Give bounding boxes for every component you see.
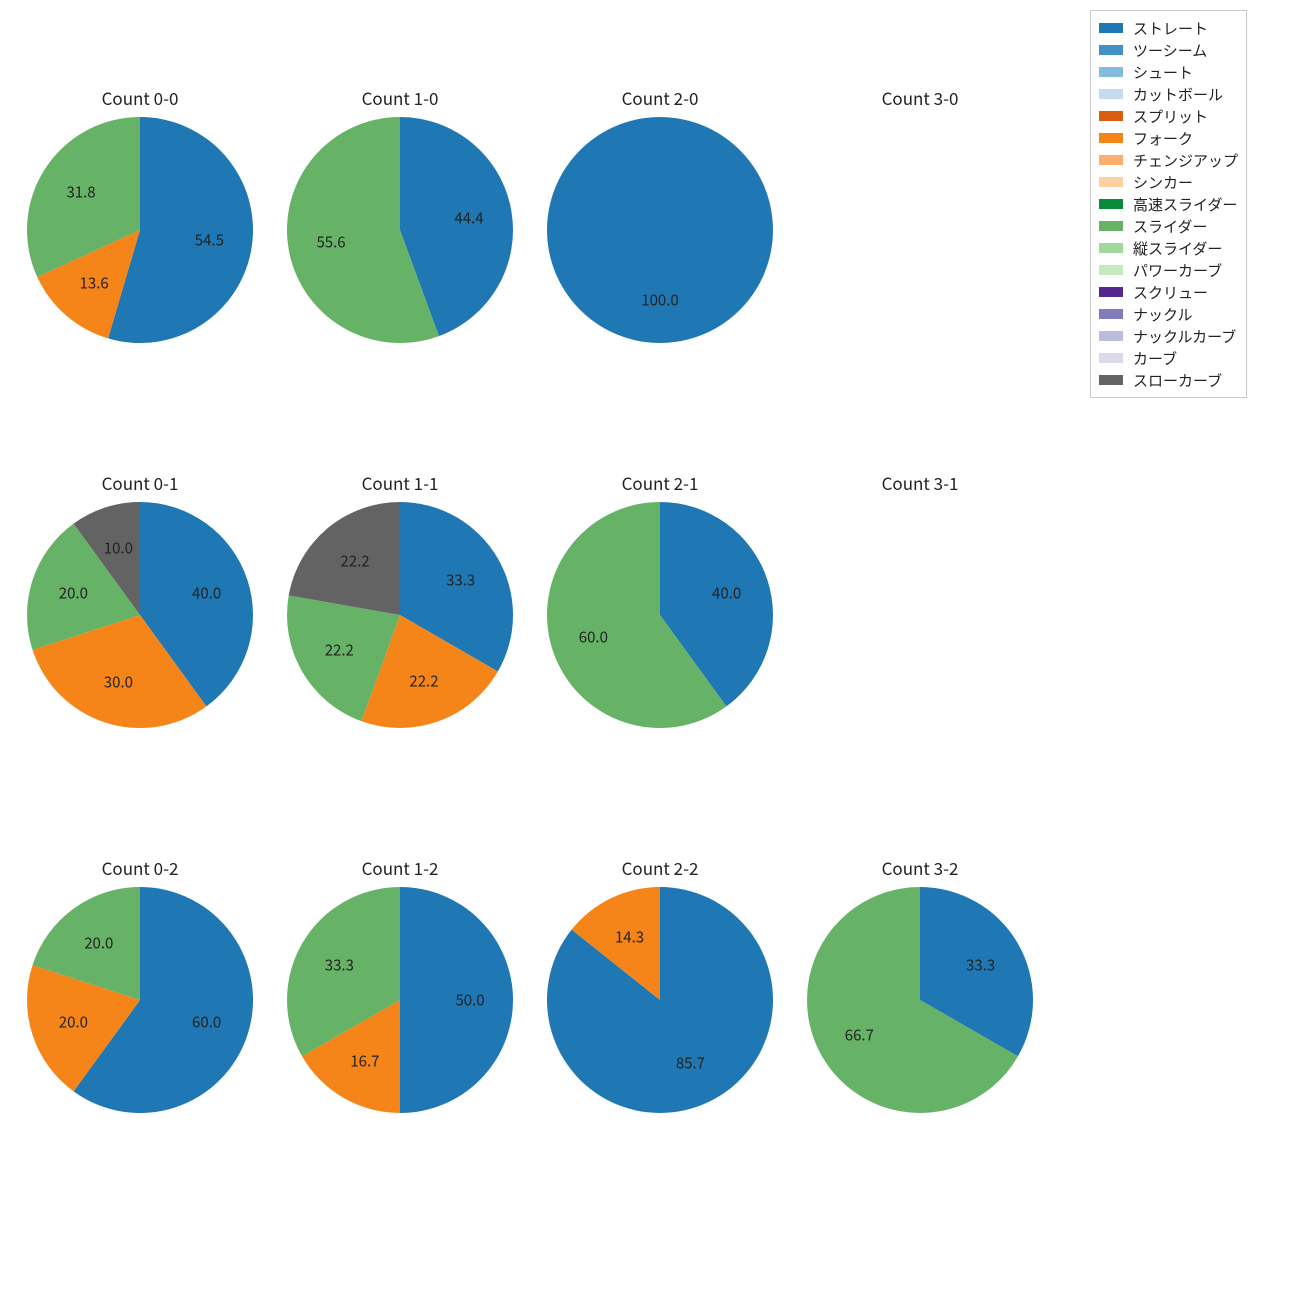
pie-count-0-1: [27, 502, 253, 728]
legend-swatch-1: [1099, 45, 1123, 55]
pie-count-1-1: [287, 502, 513, 728]
pie-label-count-2-2-1: 14.3: [615, 926, 644, 947]
chart-title-count-1-2: Count 1-2: [290, 855, 510, 880]
pie-count-2-2: [547, 887, 773, 1113]
legend-item-7: シンカー: [1099, 171, 1238, 193]
chart-title-count-2-1: Count 2-1: [550, 470, 770, 495]
legend-swatch-4: [1099, 111, 1123, 121]
pie-label-count-1-2-2: 33.3: [325, 954, 354, 975]
legend-swatch-2: [1099, 67, 1123, 77]
chart-title-count-1-1: Count 1-1: [290, 470, 510, 495]
legend-swatch-13: [1099, 309, 1123, 319]
legend-item-2: シュート: [1099, 61, 1238, 83]
legend-swatch-16: [1099, 375, 1123, 385]
pie-label-count-1-1-0: 33.3: [446, 569, 475, 590]
legend-label-14: ナックルカーブ: [1133, 326, 1236, 347]
pie-count-2-1: [547, 502, 773, 728]
legend-swatch-6: [1099, 155, 1123, 165]
legend-label-12: スクリュー: [1133, 282, 1208, 303]
legend-swatch-15: [1099, 353, 1123, 363]
legend-swatch-11: [1099, 265, 1123, 275]
legend-item-0: ストレート: [1099, 17, 1238, 39]
legend-swatch-7: [1099, 177, 1123, 187]
pie-label-count-0-0-0: 54.5: [195, 229, 224, 250]
pie-label-count-2-1-1: 60.0: [579, 626, 608, 647]
pie-label-count-0-2-0: 60.0: [192, 1011, 221, 1032]
pie-label-count-3-2-0: 33.3: [966, 954, 995, 975]
chart-title-count-0-0: Count 0-0: [30, 85, 250, 110]
pie-label-count-0-1-0: 40.0: [192, 583, 221, 604]
legend-swatch-14: [1099, 331, 1123, 341]
legend-item-8: 高速スライダー: [1099, 193, 1238, 215]
legend-item-12: スクリュー: [1099, 281, 1238, 303]
legend-label-6: チェンジアップ: [1133, 150, 1238, 171]
pie-label-count-1-0-1: 55.6: [316, 232, 345, 253]
legend-swatch-5: [1099, 133, 1123, 143]
legend-swatch-9: [1099, 221, 1123, 231]
pie-label-count-3-2-1: 66.7: [845, 1025, 874, 1046]
legend-item-9: スライダー: [1099, 215, 1238, 237]
pie-label-count-2-0-0: 100.0: [641, 290, 678, 311]
legend-item-15: カーブ: [1099, 347, 1238, 369]
legend-label-4: スプリット: [1133, 106, 1208, 127]
pie-label-count-0-0-2: 31.8: [66, 182, 95, 203]
legend-item-16: スローカーブ: [1099, 369, 1238, 391]
pie-count-3-2: [807, 887, 1033, 1113]
pie-label-count-0-1-2: 20.0: [59, 583, 88, 604]
legend-swatch-10: [1099, 243, 1123, 253]
legend-item-5: フォーク: [1099, 127, 1238, 149]
chart-title-count-0-1: Count 0-1: [30, 470, 250, 495]
legend-label-16: スローカーブ: [1133, 370, 1222, 391]
pie-label-count-2-1-0: 40.0: [712, 583, 741, 604]
legend-label-10: 縦スライダー: [1133, 238, 1222, 259]
legend-swatch-0: [1099, 23, 1123, 33]
pie-label-count-0-2-1: 20.0: [59, 1011, 88, 1032]
pie-label-count-1-1-2: 22.2: [325, 640, 354, 661]
pie-label-count-1-2-1: 16.7: [350, 1050, 379, 1071]
legend-swatch-8: [1099, 199, 1123, 209]
pie-label-count-1-0-0: 44.4: [454, 207, 483, 228]
legend-label-7: シンカー: [1133, 172, 1193, 193]
chart-title-count-3-0: Count 3-0: [810, 85, 1030, 110]
chart-canvas: Count 0-0 54.5 13.6 31.8 Count 1-0 44.4 55.6 Co…: [0, 0, 1300, 1300]
legend: ストレートツーシームシュートカットボールスプリットフォークチェンジアップシンカー…: [1090, 10, 1247, 398]
legend-item-11: パワーカーブ: [1099, 259, 1238, 281]
pie-label-count-2-2-0: 85.7: [676, 1053, 705, 1074]
legend-swatch-12: [1099, 287, 1123, 297]
pie-label-count-0-1-3: 10.0: [104, 538, 133, 559]
pie-label-count-0-0-1: 13.6: [80, 272, 109, 293]
legend-label-8: 高速スライダー: [1133, 194, 1237, 215]
legend-item-3: カットボール: [1099, 83, 1238, 105]
pie-label-count-1-1-1: 22.2: [409, 670, 438, 691]
legend-label-9: スライダー: [1133, 216, 1207, 237]
legend-label-13: ナックル: [1133, 304, 1193, 325]
legend-label-1: ツーシーム: [1133, 40, 1207, 61]
chart-title-count-2-0: Count 2-0: [550, 85, 770, 110]
legend-label-11: パワーカーブ: [1133, 260, 1222, 281]
pie-count-1-0: [287, 117, 513, 343]
chart-title-count-2-2: Count 2-2: [550, 855, 770, 880]
legend-item-13: ナックル: [1099, 303, 1238, 325]
legend-label-5: フォーク: [1133, 128, 1193, 149]
pie-label-count-0-1-1: 30.0: [104, 671, 133, 692]
chart-title-count-0-2: Count 0-2: [30, 855, 250, 880]
legend-swatch-3: [1099, 89, 1123, 99]
pie-label-count-1-2-0: 50.0: [455, 990, 484, 1011]
pie-label-count-0-2-2: 20.0: [84, 933, 113, 954]
legend-item-4: スプリット: [1099, 105, 1238, 127]
legend-label-3: カットボール: [1133, 84, 1223, 105]
chart-title-count-1-0: Count 1-0: [290, 85, 510, 110]
pie-count-0-2: [27, 887, 253, 1113]
legend-item-14: ナックルカーブ: [1099, 325, 1238, 347]
legend-item-1: ツーシーム: [1099, 39, 1238, 61]
legend-label-2: シュート: [1133, 62, 1193, 83]
chart-title-count-3-1: Count 3-1: [810, 470, 1030, 495]
chart-title-count-3-2: Count 3-2: [810, 855, 1030, 880]
pie-label-count-1-1-3: 22.2: [340, 551, 369, 572]
legend-item-6: チェンジアップ: [1099, 149, 1238, 171]
legend-label-0: ストレート: [1133, 18, 1208, 39]
legend-item-10: 縦スライダー: [1099, 237, 1238, 259]
legend-label-15: カーブ: [1133, 348, 1177, 369]
